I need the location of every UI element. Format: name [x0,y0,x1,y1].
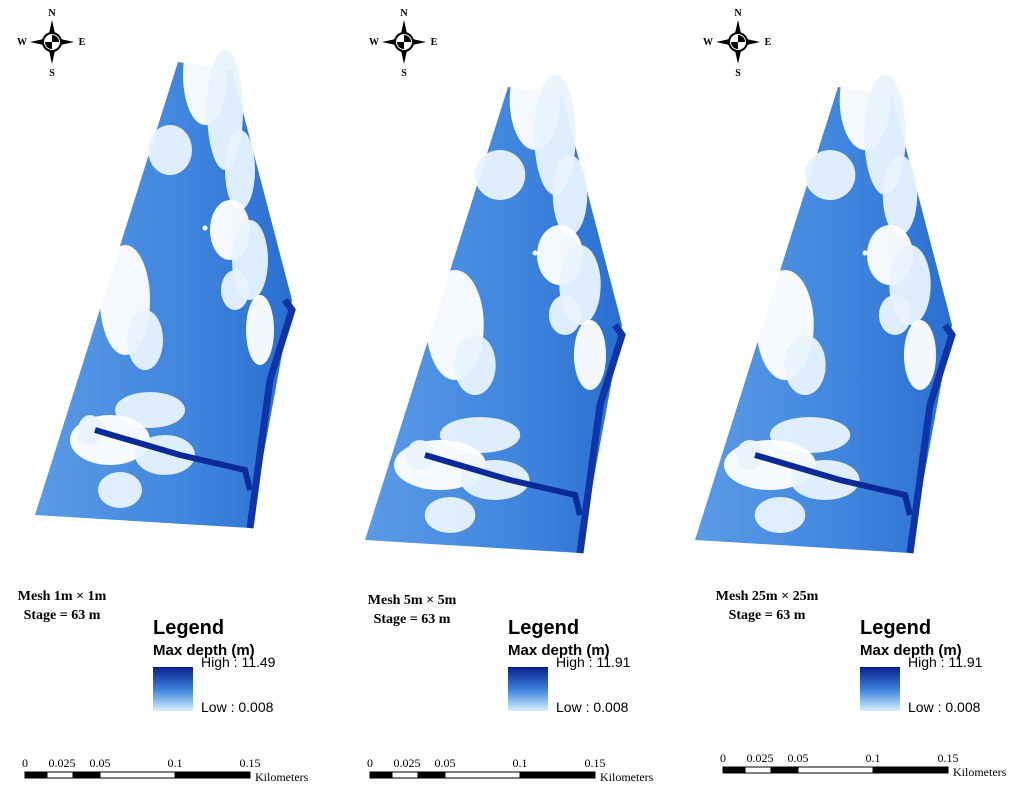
scale-segment [520,772,595,778]
scale-segment [418,772,445,778]
dry-area [883,155,918,235]
legend-title: Legend [508,617,579,639]
compass: N S W E [17,8,86,79]
scale-tick-label: 0 [367,756,373,770]
legend-low: Low : 0.008 [908,699,981,715]
dry-area [148,125,192,175]
marker [863,251,868,256]
scale-unit: Kilometers [255,770,309,784]
scale-tick-label: 0.15 [585,756,606,770]
scale-segment [73,772,100,778]
mesh-label: Mesh 25m × 25m [716,589,819,604]
marker [533,251,538,256]
scale-tick-label: 0.1 [866,751,881,765]
compass: N S W E [703,8,772,79]
scale-segment [47,772,73,778]
scale-tick-label: 0.025 [49,756,76,770]
scale-segment [771,767,798,773]
compass-e: E [431,37,438,48]
compass: N S W E [369,8,438,79]
scale-segment [873,767,948,773]
compass-w: W [17,37,27,48]
legend-high: High : 11.91 [556,654,631,670]
legend-high: High : 11.91 [908,654,983,670]
panel: NSWEMesh 25m × 25mStage = 63 mLegendMax … [695,8,1007,779]
scale-segment [392,772,418,778]
scale-tick-label: 0 [22,756,28,770]
compass-s: S [735,68,741,79]
legend-ramp [860,667,900,711]
scale-tick-label: 0.025 [394,756,421,770]
compass-n: N [48,8,56,19]
compass-w: W [369,37,379,48]
dry-area [755,497,806,533]
dry-area [574,320,606,390]
dry-area [879,295,911,335]
scale-segment [723,767,745,773]
dry-area [549,295,581,335]
dry-area [246,295,274,365]
mesh-label: Mesh 1m × 1m [18,589,107,604]
compass-n: N [400,8,408,19]
legend-title: Legend [860,617,931,639]
legend-title: Legend [153,617,224,639]
legend-low: Low : 0.008 [201,699,274,715]
scale-segment [175,772,250,778]
compass-s: S [401,68,407,79]
compass-n: N [734,8,742,19]
scale-segment [745,767,771,773]
scale-unit: Kilometers [600,770,654,784]
dry-area [127,310,163,370]
legend-low: Low : 0.008 [556,699,629,715]
flood-map [35,25,292,528]
scale-tick-label: 0.05 [788,751,809,765]
stage-label: Stage = 63 m [374,612,451,627]
legend-ramp [508,667,548,711]
scale-segment [798,767,873,773]
dry-area [98,472,142,508]
scale-tick-label: 0.025 [747,751,774,765]
flood-map [695,50,952,553]
stage-label: Stage = 63 m [729,608,806,623]
dry-area [475,150,526,200]
flood-map [365,50,622,553]
compass-e: E [765,37,772,48]
compass-w: W [703,37,713,48]
dry-area [221,270,249,310]
dry-area [805,150,856,200]
scale-tick-label: 0 [720,751,726,765]
compass-e: E [79,37,86,48]
scale-tick-label: 0.15 [938,751,959,765]
dry-area [225,130,255,210]
scale-segment [445,772,520,778]
scale-tick-label: 0.05 [435,756,456,770]
dry-area [425,497,476,533]
stage-label: Stage = 63 m [24,608,101,623]
scale-segment [100,772,175,778]
compass-s: S [49,68,55,79]
scale-tick-label: 0.1 [168,756,183,770]
dry-area [454,335,495,395]
scale-unit: Kilometers [953,765,1007,779]
legend-high: High : 11.49 [201,654,276,670]
figure: NSWEMesh 1m × 1mStage = 63 mLegendMax de… [0,0,1019,789]
legend-ramp [153,667,193,711]
scale-segment [25,772,47,778]
scale-tick-label: 0.05 [90,756,111,770]
dry-area [553,155,588,235]
dry-area [784,335,825,395]
mesh-label: Mesh 5m × 5m [368,593,457,608]
scale-segment [370,772,392,778]
scale-tick-label: 0.15 [240,756,261,770]
marker [203,226,208,231]
scale-tick-label: 0.1 [513,756,528,770]
dry-area [904,320,936,390]
